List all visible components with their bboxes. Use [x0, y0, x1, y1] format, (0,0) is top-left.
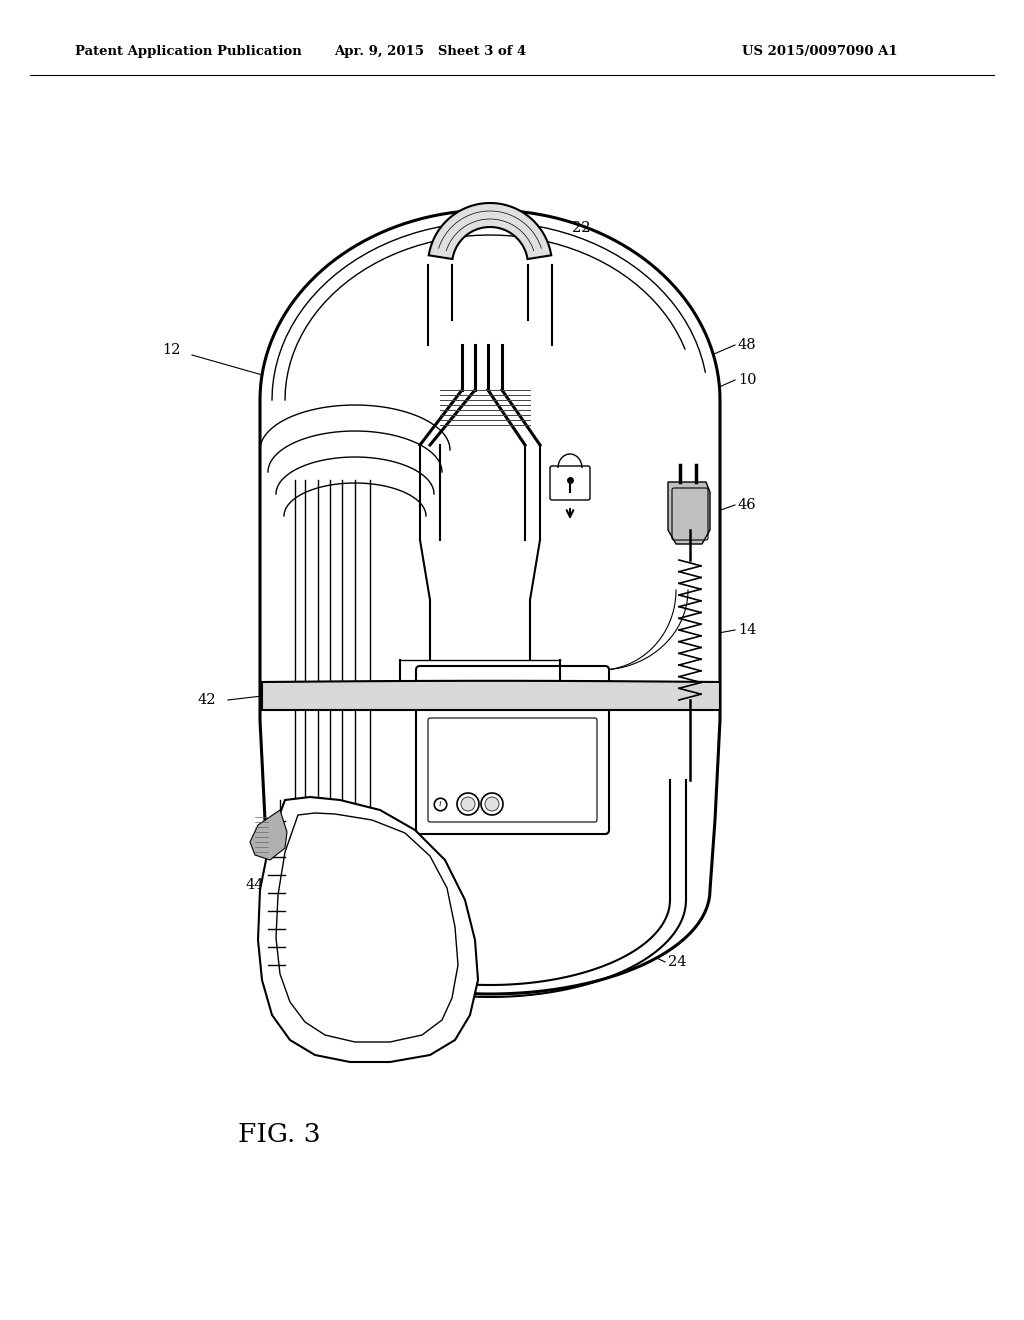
Text: Patent Application Publication: Patent Application Publication — [75, 45, 302, 58]
Polygon shape — [258, 797, 478, 1063]
Text: FIG. 3: FIG. 3 — [238, 1122, 321, 1147]
Text: Apr. 9, 2015   Sheet 3 of 4: Apr. 9, 2015 Sheet 3 of 4 — [334, 45, 526, 58]
Circle shape — [457, 793, 479, 814]
Polygon shape — [260, 210, 720, 994]
FancyBboxPatch shape — [428, 718, 597, 822]
Polygon shape — [429, 203, 551, 259]
Text: 10: 10 — [738, 374, 757, 387]
Circle shape — [461, 797, 475, 810]
Text: 42: 42 — [198, 693, 216, 708]
Circle shape — [481, 793, 503, 814]
FancyBboxPatch shape — [416, 667, 609, 834]
Text: 44: 44 — [245, 878, 263, 892]
Text: i: i — [438, 800, 441, 808]
Polygon shape — [250, 810, 287, 861]
Circle shape — [485, 797, 499, 810]
Text: 46: 46 — [738, 498, 757, 512]
Text: 12: 12 — [162, 343, 180, 356]
Text: 48: 48 — [738, 338, 757, 352]
FancyBboxPatch shape — [550, 466, 590, 500]
Text: 22: 22 — [572, 220, 591, 235]
Polygon shape — [668, 482, 710, 544]
Text: 24: 24 — [668, 954, 686, 969]
Text: 14: 14 — [738, 623, 757, 638]
Text: US 2015/0097090 A1: US 2015/0097090 A1 — [742, 45, 898, 58]
Polygon shape — [262, 681, 720, 710]
